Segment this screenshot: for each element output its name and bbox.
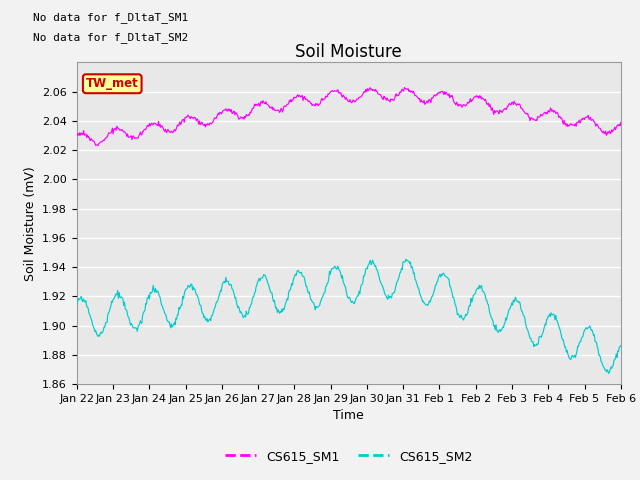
Text: No data for f_DltaT_SM1: No data for f_DltaT_SM1: [33, 12, 189, 24]
Text: No data for f_DltaT_SM2: No data for f_DltaT_SM2: [33, 32, 189, 43]
Title: Soil Moisture: Soil Moisture: [296, 43, 402, 61]
Legend: CS615_SM1, CS615_SM2: CS615_SM1, CS615_SM2: [220, 445, 478, 468]
Text: TW_met: TW_met: [86, 77, 139, 90]
X-axis label: Time: Time: [333, 409, 364, 422]
Y-axis label: Soil Moisture (mV): Soil Moisture (mV): [24, 166, 36, 281]
